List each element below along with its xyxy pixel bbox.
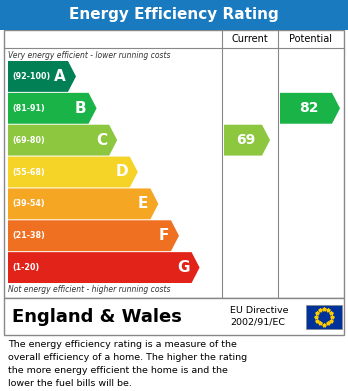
Polygon shape: [8, 156, 138, 187]
Polygon shape: [8, 220, 179, 251]
Text: G: G: [177, 260, 190, 275]
Text: EU Directive
2002/91/EC: EU Directive 2002/91/EC: [230, 306, 288, 327]
Polygon shape: [8, 125, 117, 156]
Polygon shape: [8, 61, 76, 92]
Text: England & Wales: England & Wales: [12, 307, 182, 325]
Polygon shape: [8, 252, 200, 283]
Text: F: F: [159, 228, 169, 243]
Text: Energy Efficiency Rating: Energy Efficiency Rating: [69, 7, 279, 23]
Text: C: C: [96, 133, 107, 148]
Text: 82: 82: [299, 101, 318, 115]
Polygon shape: [224, 125, 270, 156]
Text: Potential: Potential: [290, 34, 332, 44]
Text: (92-100): (92-100): [12, 72, 50, 81]
Polygon shape: [8, 188, 158, 219]
Text: Current: Current: [232, 34, 268, 44]
Text: (55-68): (55-68): [12, 167, 45, 176]
Text: (1-20): (1-20): [12, 263, 39, 272]
Text: Not energy efficient - higher running costs: Not energy efficient - higher running co…: [8, 285, 171, 294]
Text: Very energy efficient - lower running costs: Very energy efficient - lower running co…: [8, 51, 171, 60]
Text: (39-54): (39-54): [12, 199, 45, 208]
Text: E: E: [138, 196, 148, 212]
Text: The energy efficiency rating is a measure of the
overall efficiency of a home. T: The energy efficiency rating is a measur…: [8, 340, 247, 387]
Text: D: D: [115, 165, 128, 179]
Polygon shape: [8, 93, 97, 124]
Text: (81-91): (81-91): [12, 104, 45, 113]
Polygon shape: [280, 93, 340, 124]
Bar: [0, 0, 348, 30]
Text: B: B: [75, 101, 87, 116]
Bar: [4, 298, 344, 335]
Text: (21-38): (21-38): [12, 231, 45, 240]
Bar: [306, 305, 342, 328]
Bar: [4, 30, 344, 298]
Text: 69: 69: [236, 133, 256, 147]
Text: (69-80): (69-80): [12, 136, 45, 145]
Text: A: A: [54, 69, 66, 84]
